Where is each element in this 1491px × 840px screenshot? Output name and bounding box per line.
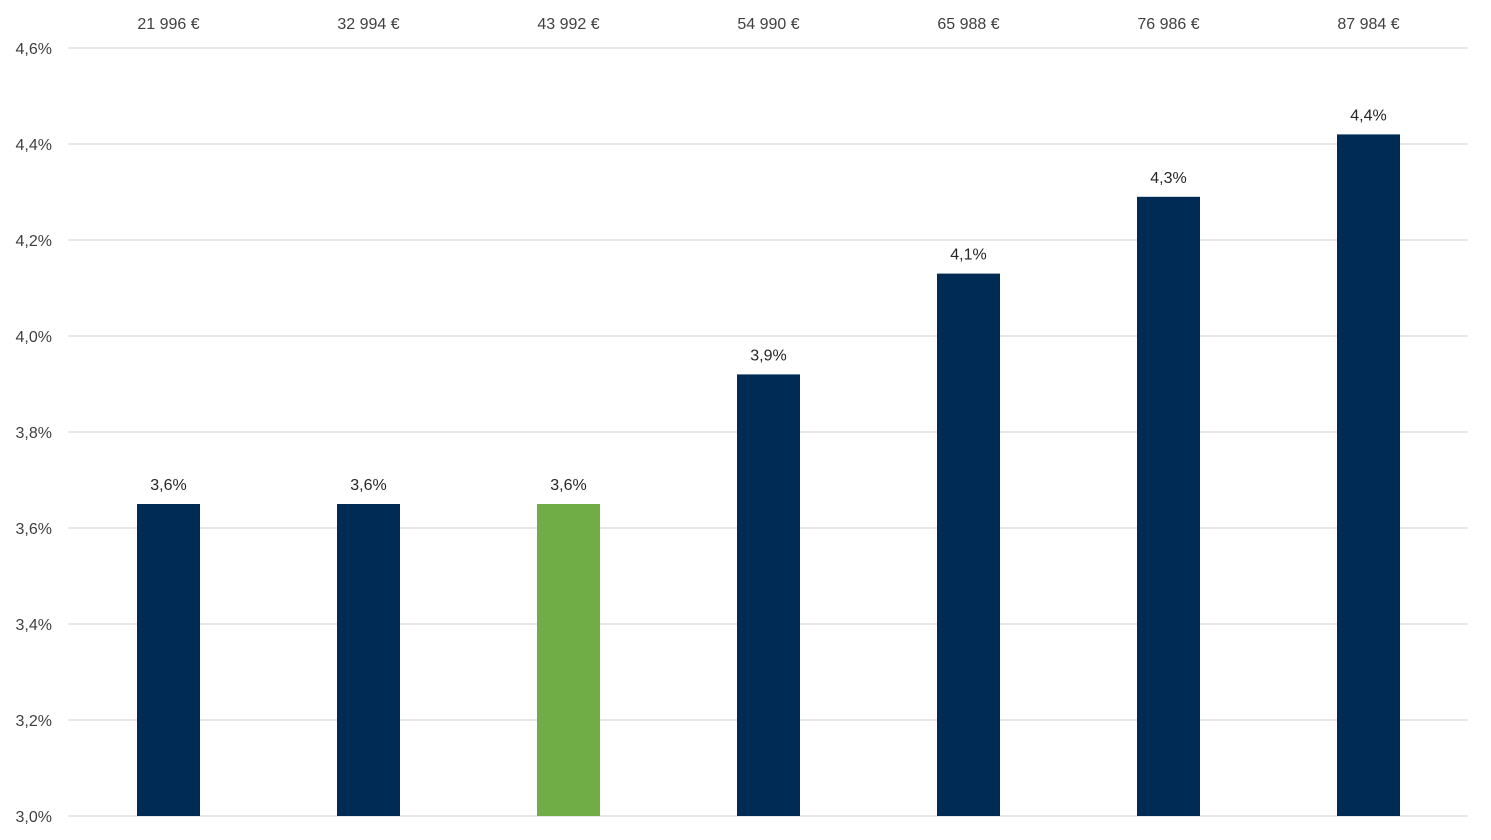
y-tick-label: 4,4% xyxy=(16,137,52,154)
bar xyxy=(937,273,1000,817)
category-label: 21 996 € xyxy=(137,16,199,33)
y-tick-label: 3,4% xyxy=(16,617,52,634)
y-tick-label: 3,0% xyxy=(16,809,52,826)
bar xyxy=(137,504,200,816)
data-label: 3,6% xyxy=(350,477,386,494)
y-tick-label: 3,2% xyxy=(16,713,52,730)
data-label: 4,1% xyxy=(950,247,986,264)
y-tick-label: 3,6% xyxy=(16,521,52,538)
y-tick-label: 3,8% xyxy=(16,425,52,442)
y-tick-label: 4,2% xyxy=(16,233,52,250)
data-label: 3,9% xyxy=(750,347,786,364)
category-label: 32 994 € xyxy=(337,16,399,33)
bar xyxy=(337,504,400,816)
data-label: 4,4% xyxy=(1350,107,1386,124)
category-label: 65 988 € xyxy=(937,16,999,33)
bar xyxy=(737,374,800,816)
data-label: 3,6% xyxy=(150,477,186,494)
category-label: 54 990 € xyxy=(737,16,799,33)
bar xyxy=(1137,196,1200,817)
y-tick-label: 4,0% xyxy=(16,329,52,346)
category-label: 76 986 € xyxy=(1137,16,1199,33)
y-tick-label: 4,6% xyxy=(16,41,52,58)
bar xyxy=(1337,134,1400,816)
data-label: 4,3% xyxy=(1150,170,1186,187)
category-label: 43 992 € xyxy=(537,16,599,33)
category-label: 87 984 € xyxy=(1337,16,1399,33)
bar-highlight xyxy=(537,504,600,816)
data-label: 3,6% xyxy=(550,477,586,494)
